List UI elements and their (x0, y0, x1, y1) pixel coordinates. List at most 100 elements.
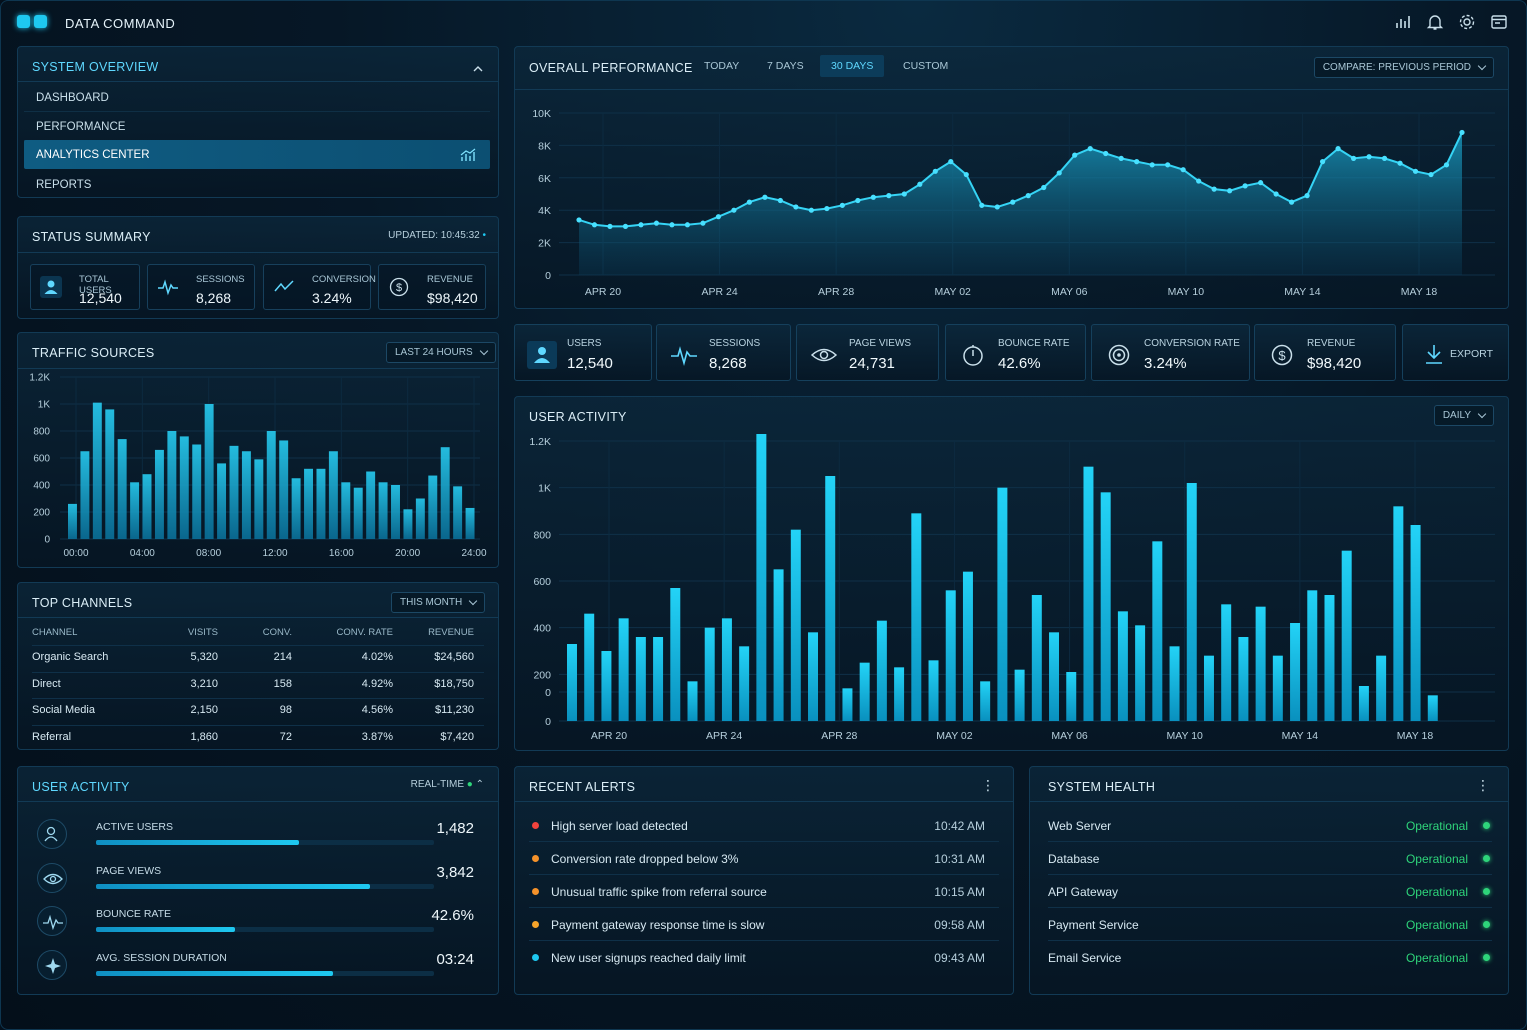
nav-item-reports[interactable]: REPORTS (24, 170, 490, 199)
status-dot-icon (1483, 822, 1490, 829)
activity-bar (911, 513, 922, 721)
alert-item[interactable]: Unusual traffic spike from referral sour… (529, 875, 999, 908)
activity-bar (1049, 632, 1060, 721)
traffic-bar-chart: 0 200 400 600 800 1K 1.2K 00:00 04:00 08:00 12:00 1… (29, 373, 487, 560)
more-options-icon[interactable]: ⋮ (1476, 777, 1490, 793)
tab-today[interactable]: TODAY (704, 60, 740, 72)
system-overview-panel: SYSTEM OVERVIEW DASHBOARD PERFORMANCE AN… (17, 46, 499, 198)
metric-progress-fill (96, 883, 370, 889)
health-title: SYSTEM HEALTH (1048, 780, 1156, 794)
traffic-range-dropdown[interactable]: LAST 24 HOURS (386, 342, 496, 363)
traffic-bar (92, 402, 102, 539)
activity-bar (1169, 646, 1180, 721)
service-name: Payment Service (1048, 918, 1139, 932)
traffic-bar (229, 445, 239, 539)
table-cell: 3.87% (361, 730, 393, 743)
table-header: REVENUE (428, 627, 474, 638)
tab-7-days[interactable]: 7 DAYS (767, 60, 804, 72)
activity-bar (1272, 655, 1283, 721)
nav-item-label: REPORTS (36, 179, 92, 191)
channels-range-dropdown[interactable]: THIS MONTH (391, 592, 486, 613)
compare-dropdown[interactable]: COMPARE: PREVIOUS PERIOD (1313, 57, 1494, 78)
performance-point (979, 202, 985, 208)
activity-bar (670, 588, 681, 721)
alert-time: 09:58 AM (934, 918, 985, 932)
activity-bar (859, 662, 870, 721)
performance-point (684, 222, 691, 228)
table-row[interactable]: Social Media 2,150 98 4.56% $11,230 (18, 704, 498, 724)
alert-item[interactable]: High server load detected 10:42 AM (529, 809, 999, 842)
channels-title: TOP CHANNELS (32, 596, 133, 610)
table-cell: 214 (273, 651, 292, 663)
table-row[interactable]: Organic Search 5,320 214 4.02% $24,560 (18, 651, 498, 671)
more-options-icon[interactable]: ⋮ (981, 777, 995, 793)
performance-point (1211, 186, 1217, 192)
traffic-bar (353, 487, 363, 539)
stat-sessions: SESSIONS 8,268 (147, 264, 255, 310)
activity-bar (825, 476, 836, 721)
activity-metric-row: PAGE VIEWS 3,842 (32, 859, 484, 901)
alert-item[interactable]: Conversion rate dropped below 3% 10:31 AM (529, 842, 999, 875)
traffic-bar (366, 471, 376, 539)
tab-custom[interactable]: CUSTOM (903, 60, 949, 72)
metric-progress-track (96, 840, 434, 845)
traffic-bar (415, 498, 425, 539)
timer-icon (956, 341, 990, 369)
bar-chart-icon[interactable] (1394, 13, 1412, 31)
traffic-bar (391, 485, 400, 539)
traffic-bar (403, 509, 413, 539)
user-activity-bar-chart: 0 0 200 400 600 800 1K 1.2K APR 20 APR 24 APR 28 MA… (529, 434, 1495, 742)
nav-item-dashboard[interactable]: DASHBOARD (24, 83, 490, 112)
activity-bar (997, 487, 1008, 721)
bell-icon[interactable] (1426, 13, 1444, 31)
alert-severity-dot-icon (532, 954, 539, 961)
row-divider (32, 698, 484, 699)
performance-point (1227, 188, 1233, 194)
x-tick-label: MAY 14 (1284, 286, 1321, 298)
activity-bar (1238, 637, 1249, 721)
performance-point (591, 222, 598, 228)
x-tick-label: APR 24 (701, 286, 737, 298)
traffic-bar (204, 404, 214, 539)
nav-item-analytics-center[interactable]: ANALYTICS CENTER (24, 140, 490, 169)
alert-item[interactable]: Payment gateway response time is slow 09:… (529, 908, 999, 941)
window-icon[interactable] (1490, 13, 1508, 31)
nav-item-label: ANALYTICS CENTER (36, 149, 150, 161)
table-row[interactable]: Direct 3,210 158 4.92% $18,750 (18, 678, 498, 698)
tab-30-days[interactable]: 30 DAYS (820, 55, 885, 77)
alert-text: Unusual traffic spike from referral sour… (551, 885, 767, 899)
x-tick-label: APR 20 (585, 286, 621, 298)
activity-bar (687, 681, 698, 721)
performance-point (700, 220, 706, 226)
gear-icon[interactable] (1458, 13, 1476, 31)
performance-point (994, 204, 1000, 210)
performance-point (1319, 159, 1326, 165)
svg-text:$: $ (396, 282, 402, 294)
alert-severity-dot-icon (532, 888, 539, 895)
chevron-up-icon[interactable] (472, 61, 484, 79)
activity-range-dropdown[interactable]: DAILY (1433, 405, 1494, 426)
alert-item[interactable]: New user signups reached daily limit 09:4… (529, 941, 999, 974)
status-dot-icon (1483, 888, 1490, 895)
traffic-bar (254, 459, 264, 539)
x-tick-label: MAY 10 (1167, 730, 1204, 742)
table-row[interactable]: Referral 1,860 72 3.87% $7,420 (18, 731, 498, 751)
traffic-bar (328, 451, 338, 539)
traffic-bar (154, 449, 164, 539)
performance-point (1010, 199, 1016, 205)
metric-progress-track (96, 970, 434, 976)
y-tick-label: 8K (538, 140, 551, 152)
realtime-toggle[interactable]: REAL-TIME ● ⌃ (411, 779, 484, 790)
kpi-value: 24,731 (849, 355, 895, 372)
export-button[interactable]: EXPORT (1402, 324, 1509, 381)
traffic-bar (378, 482, 388, 539)
performance-point (1443, 162, 1450, 168)
activity-bar (928, 660, 939, 721)
table-header: CONV. RATE (336, 627, 394, 638)
activity-bar (1341, 550, 1352, 721)
activity-bar (739, 646, 750, 721)
performance-point (963, 171, 969, 178)
traffic-bar (465, 507, 475, 539)
nav-item-performance[interactable]: PERFORMANCE (24, 112, 490, 141)
traffic-bar (341, 482, 351, 539)
